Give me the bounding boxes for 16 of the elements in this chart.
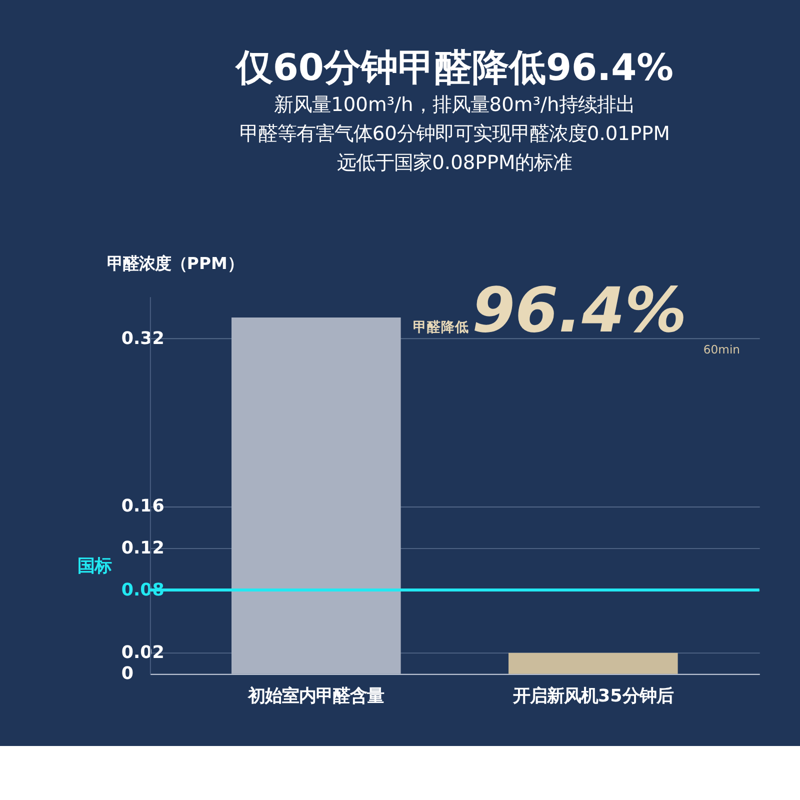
chart-title: 仅60分钟甲醛降低96.4% [234, 46, 674, 89]
y-tick-label: 0.02 [121, 643, 164, 664]
y-tick-label: 0.12 [121, 538, 164, 558]
text: 新风量100m³/h，排风量80m³/h持续排出 [274, 92, 636, 116]
ref-line-label: 国标 [77, 556, 112, 577]
y-axis-title: 甲醛浓度（PPM） [106, 254, 244, 274]
y-tick-label: 0.32 [121, 328, 164, 349]
annotation: 60min [703, 342, 740, 357]
x-tick-label: 开启新风机35分钟后 [512, 686, 674, 706]
y-tick-label: 0 [121, 664, 134, 684]
x-tick-label: 初始室内甲醛含量 [247, 686, 384, 706]
text: 远低于国家0.08PPM的标准 [337, 150, 572, 174]
y-tick-label: 0.16 [121, 496, 164, 516]
text: 甲醛等有害气体60分钟即可实现甲醛浓度0.01PPM [239, 122, 670, 145]
annotation: 甲醛降低 [413, 319, 470, 336]
annotation: 96.4% [472, 274, 687, 346]
